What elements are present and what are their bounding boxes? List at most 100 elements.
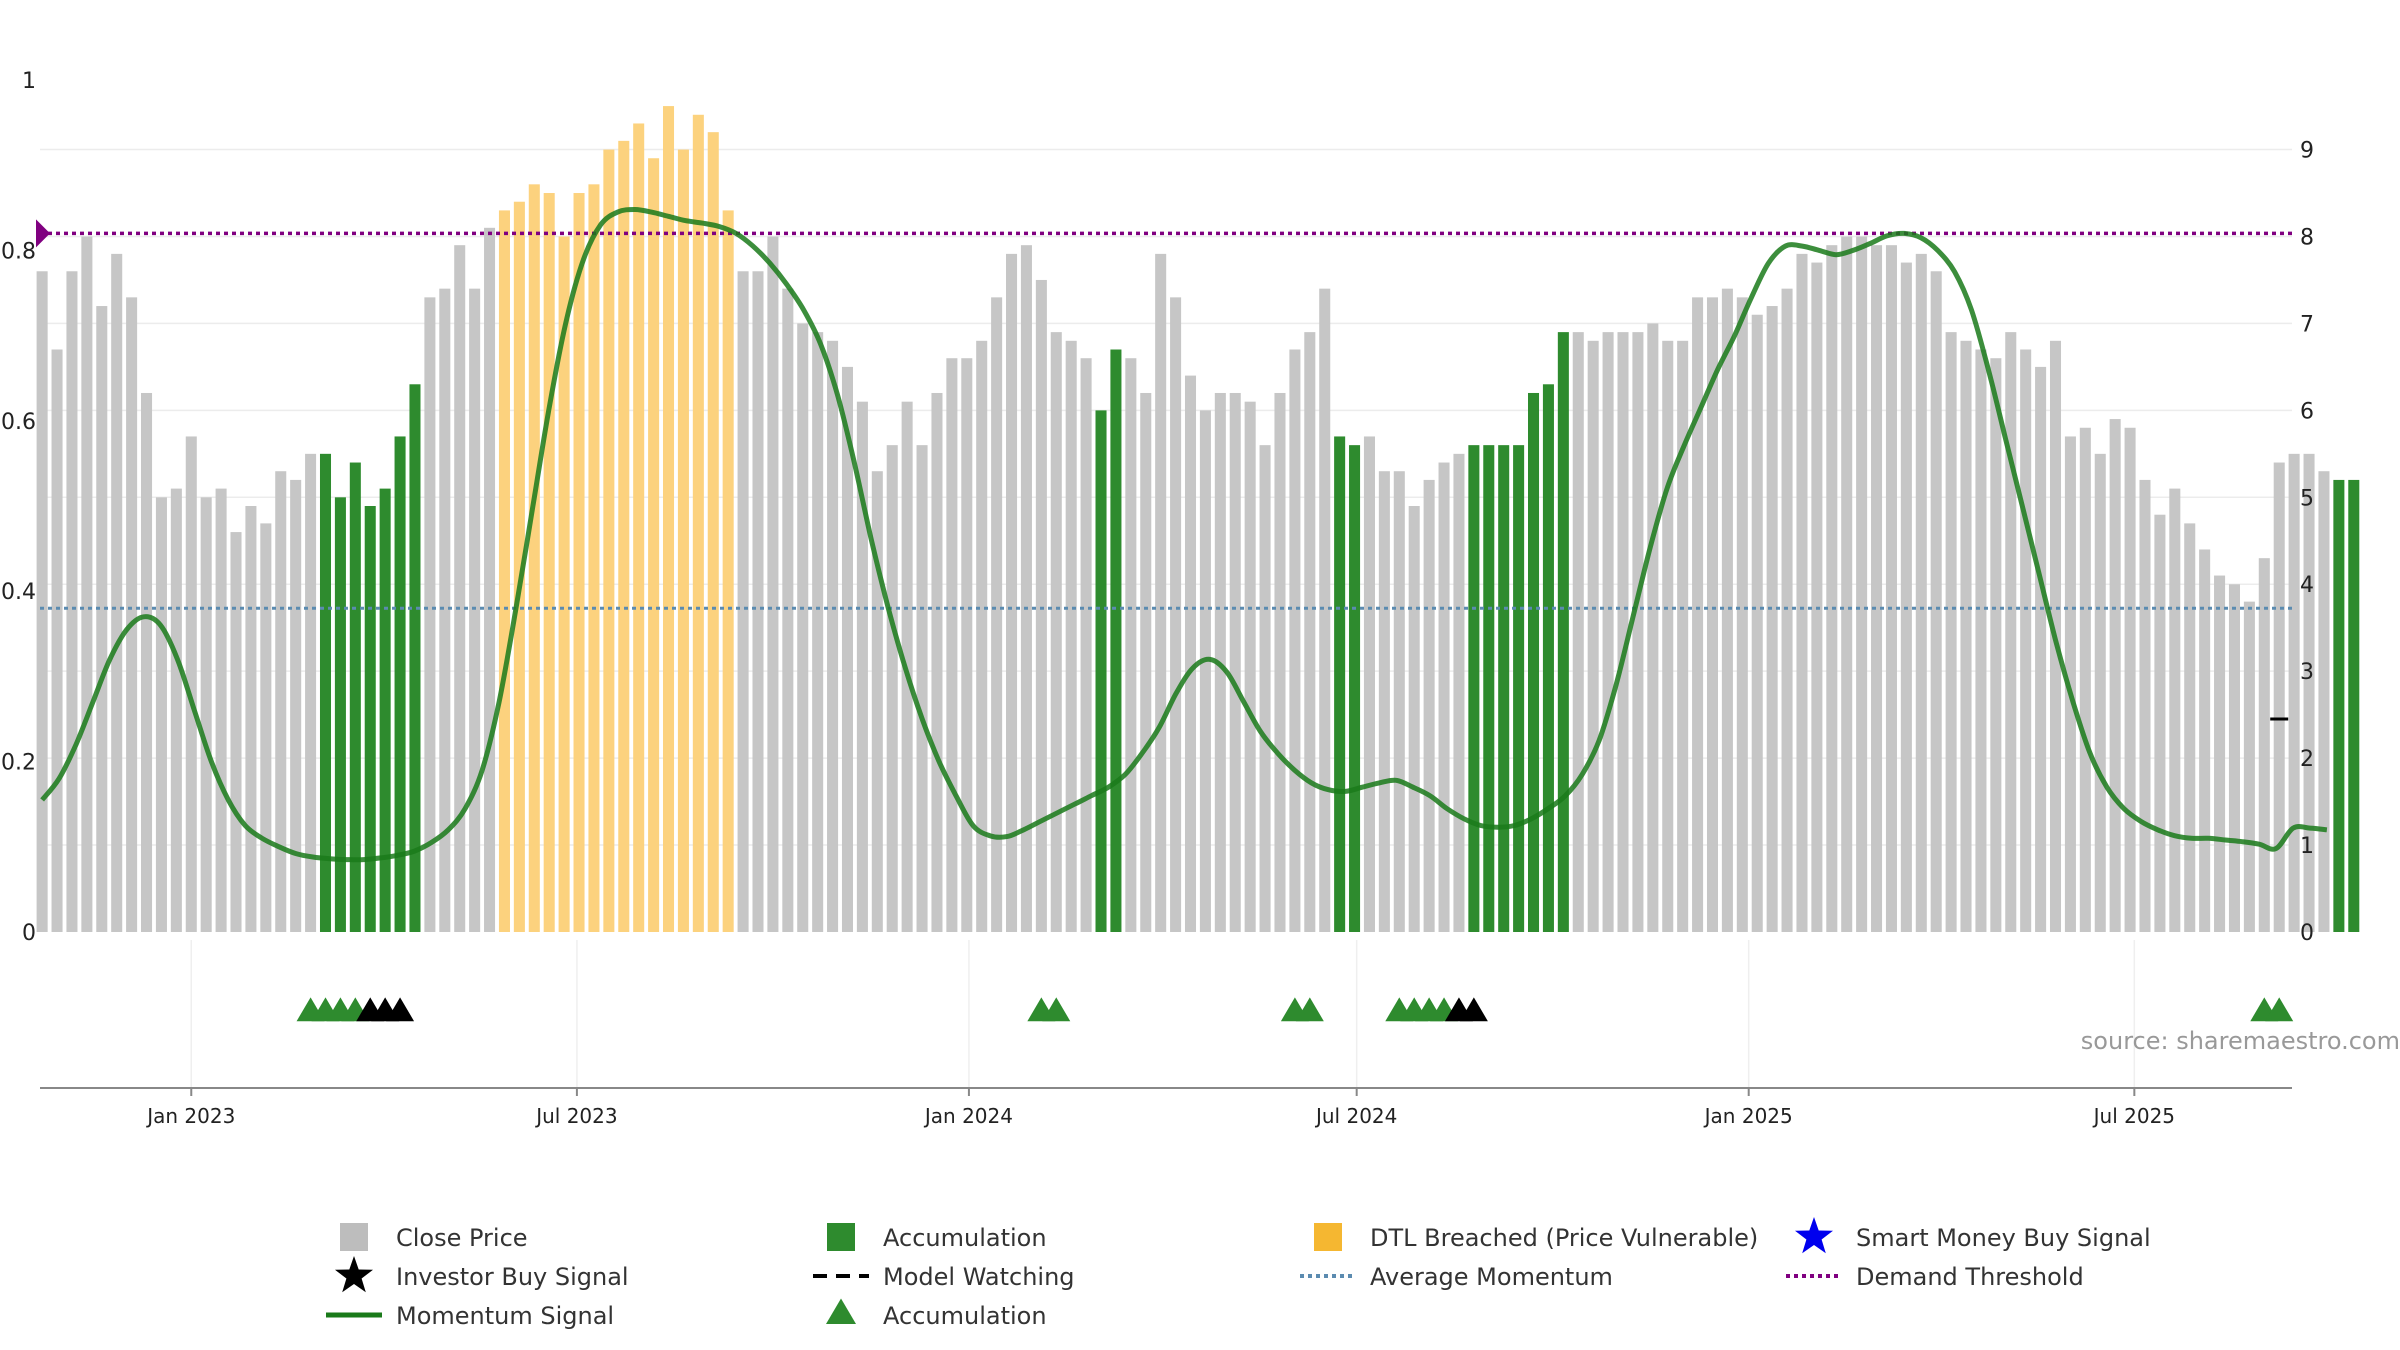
close-price-bar (1960, 340, 1972, 933)
close-price-bar (484, 227, 496, 933)
close-price-bar (454, 245, 466, 933)
accumulation-bar (2333, 479, 2345, 932)
legend-label: Accumulation (883, 1224, 1047, 1252)
y-left-tick-label: 0 (22, 921, 36, 946)
close-price-bar (2243, 601, 2255, 932)
close-price-bar (1766, 306, 1778, 933)
close-price-bar (1826, 245, 1838, 933)
accumulation-bar (349, 462, 361, 932)
demand-threshold-marker (36, 219, 50, 248)
y-right-tick-label: 6 (2300, 399, 2314, 424)
x-tick-label: Jan 2023 (145, 1104, 235, 1128)
dtl-breached-bar (603, 149, 615, 932)
close-price-bar (2064, 436, 2076, 932)
dtl-breached-bar (498, 210, 510, 933)
dtl-breached-bar (633, 123, 645, 933)
blue-star-icon (1795, 1217, 1833, 1254)
close-price-bar (2318, 471, 2330, 932)
close-price-bar (155, 497, 167, 932)
price-bars (36, 106, 2360, 933)
accumulation-bar (394, 436, 406, 932)
close-price-bar (1393, 471, 1405, 932)
close-price-bar (1662, 340, 1674, 933)
legend-label: Demand Threshold (1856, 1263, 2084, 1291)
close-price-bar (1751, 314, 1763, 932)
close-price-bar (1125, 358, 1137, 932)
close-price-bar (737, 271, 749, 932)
close-price-bar (1229, 392, 1241, 932)
close-price-bar (1945, 332, 1957, 932)
accumulation-bar (1542, 384, 1554, 932)
close-price-bar (916, 445, 928, 932)
legend-item: Momentum Signal (326, 1302, 614, 1330)
orange-square-icon (1314, 1223, 1342, 1251)
close-price-bar (1289, 349, 1301, 932)
source-label: source: sharemaestro.com (2081, 1027, 2400, 1055)
close-price-bar (1170, 297, 1182, 932)
dtl-breached-bar (707, 132, 719, 932)
x-tick-label: Jul 2025 (2092, 1104, 2175, 1128)
gray-square-icon (340, 1223, 368, 1251)
close-price-bar (1020, 245, 1032, 933)
close-price-bar (1990, 358, 2002, 932)
close-price-bar (2214, 575, 2226, 932)
close-price-bar (2035, 366, 2047, 932)
y-left-tick-label: 1 (22, 69, 36, 94)
dtl-breached-bar (648, 158, 660, 933)
close-price-bar (2020, 349, 2032, 932)
y-right-tick-label: 7 (2300, 312, 2314, 337)
close-price-bar (2154, 514, 2166, 932)
close-price-bar (827, 340, 839, 933)
close-price-bar (2079, 427, 2091, 932)
y-left-tick-label: 0.6 (1, 410, 36, 435)
accumulation-marker (1295, 997, 1324, 1022)
green-square-icon (827, 1223, 855, 1251)
dtl-breached-bar (573, 193, 585, 933)
accumulation-bar (379, 488, 391, 932)
close-price-bar (2005, 332, 2017, 932)
close-price-bar (1453, 453, 1465, 932)
close-price-bar (2288, 453, 2300, 932)
close-price-bar (1423, 479, 1435, 932)
close-price-bar (2109, 419, 2121, 932)
close-price-bar (424, 297, 436, 932)
accumulation-bar (409, 384, 421, 932)
legend-label: Close Price (396, 1224, 528, 1252)
close-price-bar (141, 392, 153, 932)
y-right-tick-label: 9 (2300, 139, 2314, 164)
close-price-bar (111, 253, 123, 932)
investor-buy-marker (1459, 997, 1488, 1022)
legend-item: Investor Buy Signal (335, 1256, 629, 1293)
accumulation-bar (1483, 445, 1495, 932)
close-price-bar (1572, 332, 1584, 932)
close-price-bar (1155, 253, 1167, 932)
close-price-bar (1617, 332, 1629, 932)
close-price-bar (1199, 410, 1211, 933)
close-price-bar (1632, 332, 1644, 932)
dtl-breached-bar (722, 210, 734, 933)
legend: Close Price Accumulation DTL Breached (Pri… (326, 1217, 2151, 1330)
close-price-bar (1602, 332, 1614, 932)
accumulation-bar (319, 453, 332, 932)
accumulation-bar (334, 497, 346, 932)
y-right-tick-label: 8 (2300, 225, 2314, 250)
momentum-line (40, 207, 2328, 863)
close-price-bar (1140, 392, 1152, 932)
legend-label: Momentum Signal (396, 1302, 614, 1330)
close-price-bar (469, 288, 481, 932)
black-star-icon (335, 1256, 373, 1293)
close-price-bar (931, 392, 943, 932)
close-price-bar (1319, 288, 1331, 932)
dtl-breached-bar (588, 184, 600, 932)
close-price-bar (1438, 462, 1450, 932)
close-price-bar (305, 453, 317, 932)
close-price-bar (1363, 436, 1375, 932)
close-price-bar (290, 479, 302, 932)
legend-item: Accumulation (827, 1223, 1047, 1252)
accumulation-bar (1557, 332, 1569, 932)
close-price-bar (1244, 401, 1256, 932)
close-price-bar (81, 236, 93, 932)
close-price-bar (185, 436, 197, 932)
close-price-bar (2228, 584, 2240, 932)
